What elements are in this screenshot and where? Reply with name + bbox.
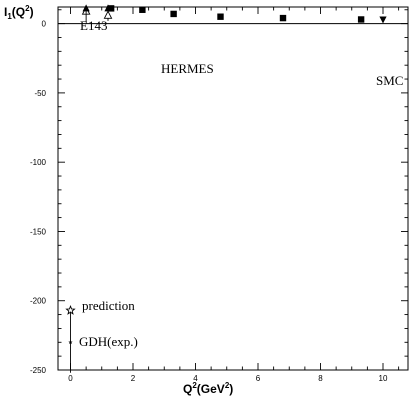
- y-tick-label: -150: [30, 227, 47, 236]
- data-marks: [65, 4, 387, 373]
- annotation-smc: SMC: [376, 73, 403, 88]
- x-tick-label: 2: [131, 374, 136, 383]
- triangle-marker: [82, 4, 90, 12]
- y-tick-label: 0: [42, 20, 47, 29]
- annotation-e143: E143: [80, 18, 107, 33]
- square-marker: [279, 14, 287, 22]
- x-tick-label: 0: [68, 374, 73, 383]
- x-axis-title: Q2(GeV2): [183, 381, 233, 396]
- small-star-marker: [68, 340, 73, 345]
- square-marker: [357, 16, 365, 23]
- open-triangle-marker: [103, 10, 113, 19]
- plot-frame: [57, 6, 409, 371]
- y-tick-label: -50: [34, 89, 46, 98]
- tick-labels: 0 2 4 6 8 10 0 -50 -100 -150 -200 -250: [30, 20, 388, 383]
- square-marker: [139, 6, 146, 13]
- y-tick-label: -100: [30, 158, 47, 167]
- y-tick-label: -200: [30, 297, 47, 306]
- y-axis-title: I1(Q2): [4, 4, 34, 21]
- square-marker: [217, 13, 224, 20]
- annotation-gdh-exp: GDH(exp.): [79, 334, 138, 349]
- square-marker: [170, 10, 177, 18]
- x-tick-label: 8: [318, 374, 323, 383]
- x-tick-label: 10: [379, 374, 388, 383]
- axis-ticks: [58, 7, 408, 371]
- y-tick-label: -250: [30, 366, 47, 375]
- annotation-prediction: prediction: [82, 298, 135, 313]
- inverted-triangle-marker: [379, 16, 387, 24]
- square-marker: [107, 5, 115, 12]
- x-tick-label: 6: [256, 374, 261, 383]
- x-tick-label: 4: [193, 374, 198, 383]
- annotation-hermes: HERMES: [161, 61, 214, 76]
